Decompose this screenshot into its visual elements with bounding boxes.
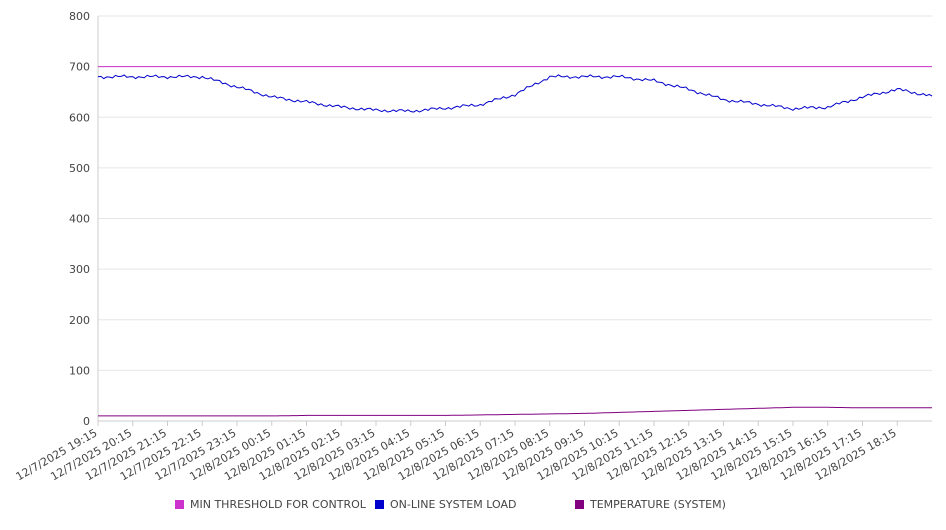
y-tick-label: 0: [83, 415, 90, 428]
legend-swatch: [375, 500, 384, 509]
axis-layer: [97, 16, 932, 426]
series-line-on-line-system-load: [97, 74, 933, 113]
y-tick-label: 200: [69, 314, 90, 327]
legend-item[interactable]: TEMPERATURE (SYSTEM): [575, 498, 726, 511]
series-line-temperature-system: [98, 406, 932, 417]
grid-layer: [98, 15, 932, 371]
legend-swatch: [175, 500, 184, 509]
legend: MIN THRESHOLD FOR CONTROL ON-LINE SYSTEM …: [0, 498, 946, 514]
y-tick-labels: 0 100 200 300 400 500 600 700 800: [69, 10, 90, 428]
y-tick-label: 500: [69, 162, 90, 175]
y-tick-label: 400: [69, 213, 90, 226]
legend-label: ON-LINE SYSTEM LOAD: [390, 498, 517, 511]
y-tick-label: 600: [69, 111, 90, 124]
legend-item[interactable]: ON-LINE SYSTEM LOAD: [375, 498, 516, 511]
series-layer: [97, 66, 933, 417]
legend-item[interactable]: MIN THRESHOLD FOR CONTROL: [175, 498, 366, 511]
legend-swatch: [575, 500, 584, 509]
y-tick-label: 700: [69, 61, 90, 74]
legend-label: TEMPERATURE (SYSTEM): [590, 498, 726, 511]
y-tick-label: 100: [69, 364, 90, 377]
legend-label: MIN THRESHOLD FOR CONTROL: [190, 498, 366, 511]
y-tick-label: 300: [69, 263, 90, 276]
y-tick-label: 800: [69, 10, 90, 23]
